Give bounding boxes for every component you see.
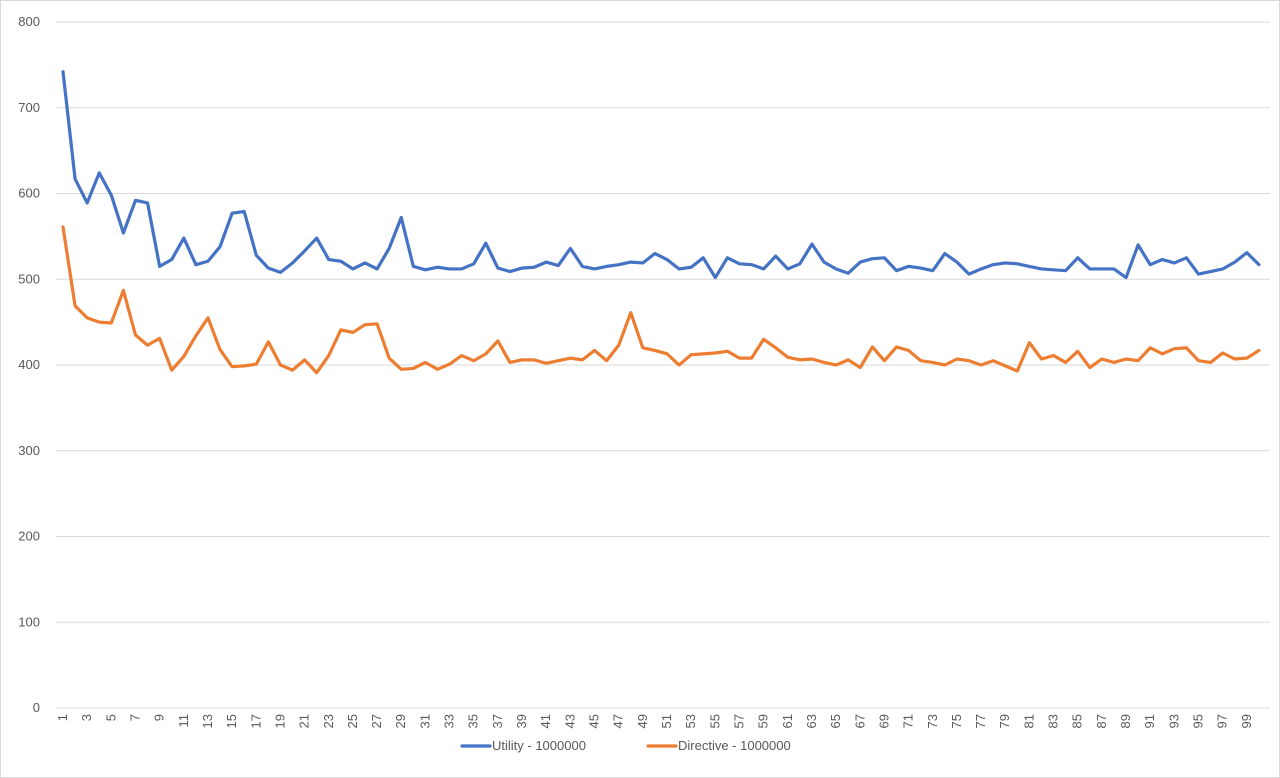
x-tick-label: 89	[1118, 714, 1133, 728]
x-tick-label: 79	[997, 714, 1012, 728]
y-tick-label: 800	[18, 14, 40, 29]
x-tick-label: 33	[442, 714, 457, 728]
x-tick-label: 25	[345, 714, 360, 728]
x-tick-label: 17	[248, 714, 263, 728]
x-tick-label: 81	[1021, 714, 1036, 728]
x-tick-label: 49	[635, 714, 650, 728]
y-axis-ticks: 0 100 200 300 400 500 600 700 800	[18, 14, 40, 715]
x-tick-label: 73	[925, 714, 940, 728]
legend: Utility - 1000000 Directive - 1000000	[460, 738, 791, 753]
x-tick-label: 9	[152, 714, 167, 721]
x-tick-label: 61	[780, 714, 795, 728]
x-tick-label: 67	[852, 714, 867, 728]
x-tick-label: 23	[321, 714, 336, 728]
x-tick-label: 21	[297, 714, 312, 728]
x-tick-label: 47	[611, 714, 626, 728]
x-tick-label: 15	[224, 714, 239, 728]
x-tick-label: 53	[683, 714, 698, 728]
y-tick-label: 500	[18, 271, 40, 286]
x-tick-label: 31	[417, 714, 432, 728]
x-tick-label: 91	[1142, 714, 1157, 728]
y-tick-label: 400	[18, 357, 40, 372]
x-tick-label: 13	[200, 714, 215, 728]
y-tick-label: 600	[18, 186, 40, 201]
x-tick-label: 69	[876, 714, 891, 728]
y-tick-label: 300	[18, 443, 40, 458]
x-tick-label: 5	[103, 714, 118, 721]
x-tick-label: 35	[466, 714, 481, 728]
x-tick-label: 93	[1166, 714, 1181, 728]
series-lines	[61, 70, 1261, 375]
x-tick-label: 7	[127, 714, 142, 721]
y-tick-label: 200	[18, 529, 40, 544]
gridlines	[56, 21, 1270, 709]
x-tick-label: 95	[1191, 714, 1206, 728]
x-tick-label: 29	[393, 714, 408, 728]
x-tick-label: 65	[828, 714, 843, 728]
x-tick-label: 27	[369, 714, 384, 728]
series-line-directive	[61, 225, 1261, 375]
x-tick-label: 83	[1046, 714, 1061, 728]
x-tick-label: 99	[1239, 714, 1254, 728]
legend-label: Directive - 1000000	[678, 738, 791, 753]
x-tick-label: 39	[514, 714, 529, 728]
x-tick-label: 77	[973, 714, 988, 728]
x-tick-label: 11	[176, 714, 191, 728]
x-tick-label: 85	[1070, 714, 1085, 728]
x-tick-label: 41	[538, 714, 553, 728]
x-tick-label: 3	[79, 714, 94, 721]
y-tick-label: 100	[18, 614, 40, 629]
x-tick-label: 37	[490, 714, 505, 728]
x-tick-label: 57	[731, 714, 746, 728]
x-tick-label: 51	[659, 714, 674, 728]
x-tick-label: 19	[272, 714, 287, 728]
series-line-utility	[61, 70, 1261, 280]
x-tick-label: 63	[804, 714, 819, 728]
x-tick-label: 1	[55, 714, 70, 721]
legend-label: Utility - 1000000	[492, 738, 586, 753]
y-tick-label: 700	[18, 100, 40, 115]
y-tick-label: 0	[33, 700, 40, 715]
x-tick-label: 71	[901, 714, 916, 728]
x-tick-label: 75	[949, 714, 964, 728]
x-tick-label: 45	[587, 714, 602, 728]
x-tick-label: 87	[1094, 714, 1109, 728]
x-tick-label: 59	[756, 714, 771, 728]
x-tick-label: 97	[1215, 714, 1230, 728]
x-axis-ticks: 1 3 5 7 9 11 13 15 17 19 21 23 25 27 29 31 33 35 37 39 41 43 4…	[55, 714, 1254, 728]
x-tick-label: 55	[707, 714, 722, 728]
x-tick-label: 43	[562, 714, 577, 728]
